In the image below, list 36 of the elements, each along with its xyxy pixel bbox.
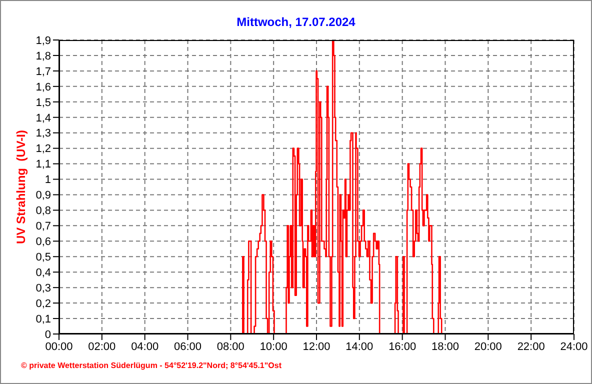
y-tick-label: 1,3: [36, 128, 51, 140]
y-tick-label: 0: [44, 328, 51, 341]
y-tick-label: 1: [44, 174, 51, 186]
y-tick-label: 1,5: [36, 96, 51, 109]
x-tick-label: 06:00: [174, 340, 202, 353]
y-tick-label: 0,2: [36, 298, 51, 310]
x-tick-label: 10:00: [260, 340, 288, 353]
y-tick-label: 0,3: [36, 282, 51, 294]
text: © private Wetterstation Süderlügum - 54°52'19.2"Nord; 8°54'45.1"Ost: [21, 361, 282, 370]
y-tick-label: 0,9: [36, 190, 51, 202]
y-tick-label: 0,8: [36, 205, 51, 218]
x-tick-label: 12:00: [302, 340, 330, 353]
y-tick-label: 0,7: [36, 220, 51, 233]
y-tick-label: 0,6: [36, 236, 51, 248]
y-tick-label: 1,1: [36, 158, 51, 171]
x-tick-label: 24:00: [560, 340, 588, 353]
y-tick-label: 0,1: [36, 313, 51, 326]
x-tick-label: 16:00: [388, 340, 416, 353]
y-tick-label: 1,2: [36, 143, 51, 156]
x-tick-label: 04:00: [131, 340, 159, 353]
y-tick-label: 0,5: [36, 252, 51, 264]
y-tick-label: 1,8: [36, 50, 51, 62]
y-tick-label: 1,7: [36, 66, 51, 78]
x-tick-label: 08:00: [216, 340, 244, 353]
chart-title: Mittwoch, 17.07.2024: [236, 15, 356, 29]
x-tick-label: 02:00: [88, 340, 116, 353]
x-tick-label: 20:00: [474, 340, 502, 353]
y-tick-label: 1,9: [36, 34, 51, 47]
x-tick-label: 00:00: [45, 340, 73, 353]
y-tick-label: 1,4: [36, 112, 51, 124]
x-tick-label: 22:00: [517, 340, 545, 353]
x-tick-label: 18:00: [431, 340, 460, 353]
y-tick-label: 1,6: [36, 81, 51, 94]
y-tick-label: 0,4: [36, 267, 51, 280]
x-tick-label: 14:00: [346, 340, 374, 353]
y-axis-title: UV Strahlung (UV-I): [14, 130, 28, 244]
